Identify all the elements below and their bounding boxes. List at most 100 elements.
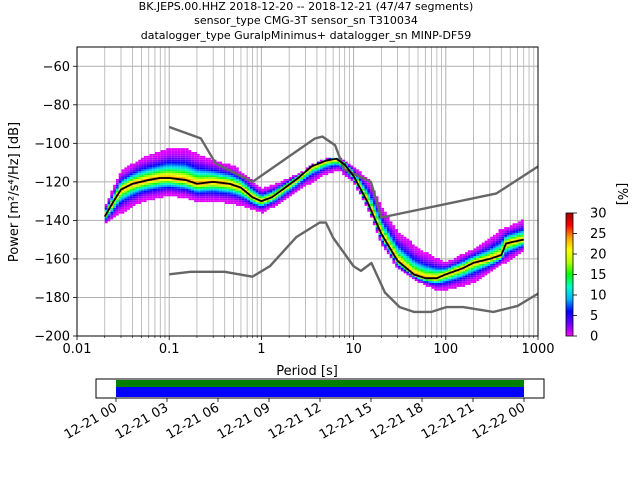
psd-heatmap-cell	[311, 173, 315, 176]
psd-heatmap-cell	[504, 229, 507, 231]
psd-heatmap-cell	[118, 182, 122, 185]
psd-heatmap-cell	[277, 184, 281, 187]
psd-heatmap-cell	[171, 152, 175, 154]
psd-heatmap-cell	[498, 236, 502, 239]
psd-heatmap-cell	[406, 250, 410, 253]
colorbar-tick-label: 25	[590, 227, 607, 242]
psd-heatmap-cell	[188, 198, 192, 201]
psd-heatmap-cell	[384, 219, 387, 222]
psd-heatmap-cell	[196, 159, 200, 162]
psd-heatmap-cell	[395, 236, 399, 239]
psd-heatmap-cell	[344, 173, 348, 176]
psd-heatmap-cell	[252, 194, 256, 197]
psd-heatmap-cell	[462, 275, 466, 278]
psd-heatmap-cell	[498, 230, 502, 233]
psd-heatmap-cell	[202, 165, 206, 168]
psd-heatmap-cell	[423, 254, 426, 257]
psd-heatmap-cell	[208, 198, 211, 201]
psd-heatmap-cell	[244, 175, 248, 178]
psd-heatmap-cell	[490, 254, 493, 257]
psd-heatmap-cell	[266, 202, 270, 205]
psd-heatmap-cell	[149, 169, 153, 172]
psd-heatmap-cell	[263, 205, 267, 208]
psd-heatmap-cell	[378, 227, 382, 230]
psd-heatmap-cell	[124, 204, 128, 206]
psd-heatmap-cell	[249, 207, 253, 210]
psd-heatmap-cell	[255, 209, 259, 212]
psd-heatmap-cell	[132, 184, 136, 187]
psd-heatmap-cell	[194, 190, 197, 193]
psd-heatmap-cell	[219, 194, 223, 197]
psd-heatmap-cell	[180, 159, 183, 162]
psd-heatmap-cell	[230, 190, 234, 193]
psd-heatmap-cell	[177, 161, 181, 164]
psd-heatmap-cell	[143, 171, 147, 174]
psd-heatmap-cell	[481, 265, 485, 268]
psd-heatmap-cell	[367, 196, 371, 199]
psd-heatmap-cell	[199, 186, 203, 189]
psd-heatmap-cell	[168, 150, 172, 153]
psd-heatmap-cell	[275, 184, 278, 187]
psd-heatmap-cell	[230, 198, 234, 201]
psd-heatmap-cell	[118, 205, 122, 208]
psd-heatmap-cell	[152, 159, 156, 162]
psd-heatmap-cell	[434, 273, 438, 276]
psd-heatmap-cell	[146, 188, 150, 191]
psd-heatmap-cell	[378, 225, 382, 228]
psd-heatmap-cell	[448, 284, 452, 287]
psd-heatmap-cell	[255, 205, 259, 208]
psd-heatmap-cell	[498, 246, 502, 249]
psd-heatmap-cell	[182, 171, 186, 174]
psd-heatmap-cell	[400, 265, 404, 268]
psd-heatmap-cell	[138, 200, 142, 203]
psd-heatmap-cell	[135, 167, 139, 170]
psd-heatmap-cell	[367, 209, 371, 212]
psd-heatmap-cell	[453, 273, 457, 276]
psd-heatmap-cell	[118, 202, 122, 205]
psd-heatmap-cell	[476, 259, 480, 262]
psd-heatmap-cell	[241, 198, 245, 201]
psd-heatmap-cell	[124, 177, 128, 179]
psd-heatmap-cell	[465, 261, 468, 264]
psd-heatmap-cell	[495, 248, 499, 251]
psd-heatmap-cell	[492, 252, 496, 255]
psd-heatmap-cell	[462, 284, 466, 287]
psd-heatmap-cell	[110, 190, 114, 193]
psd-heatmap-cell	[168, 159, 172, 162]
psd-heatmap-cell	[328, 165, 331, 168]
psd-heatmap-cell	[194, 192, 197, 195]
psd-heatmap-cell	[185, 175, 189, 178]
psd-heatmap-cell	[149, 163, 153, 166]
psd-heatmap-cell	[434, 286, 438, 289]
psd-heatmap-cell	[124, 196, 128, 199]
psd-heatmap-cell	[356, 171, 359, 174]
timeline-tick-label: 12-22 00	[470, 400, 528, 442]
timeline-good-bar	[116, 380, 524, 387]
psd-heatmap-cell	[163, 152, 167, 154]
psd-heatmap-cell	[417, 263, 421, 266]
psd-heatmap-cell	[409, 256, 412, 258]
psd-heatmap-cell	[520, 248, 524, 251]
psd-heatmap-cell	[149, 186, 153, 189]
psd-heatmap-cell	[389, 246, 393, 249]
psd-heatmap-cell	[205, 192, 209, 195]
psd-heatmap-cell	[384, 234, 387, 237]
psd-heatmap-cell	[177, 152, 181, 154]
psd-heatmap-cell	[249, 188, 253, 191]
psd-heatmap-cell	[210, 186, 214, 189]
psd-heatmap-cell	[350, 178, 354, 181]
psd-heatmap-cell	[143, 192, 147, 195]
psd-heatmap-cell	[280, 196, 284, 199]
psd-heatmap-cell	[356, 186, 359, 189]
psd-heatmap-cell	[425, 273, 429, 276]
psd-heatmap-cell	[263, 207, 267, 210]
psd-heatmap-cell	[453, 259, 457, 262]
psd-heatmap-cell	[252, 192, 256, 195]
psd-heatmap-cell	[487, 252, 491, 255]
psd-heatmap-cell	[484, 267, 488, 270]
psd-heatmap-cell	[462, 256, 466, 258]
psd-heatmap-cell	[205, 194, 209, 197]
psd-heatmap-cell	[182, 182, 186, 185]
psd-heatmap-cell	[303, 177, 306, 179]
psd-heatmap-cell	[490, 265, 493, 268]
